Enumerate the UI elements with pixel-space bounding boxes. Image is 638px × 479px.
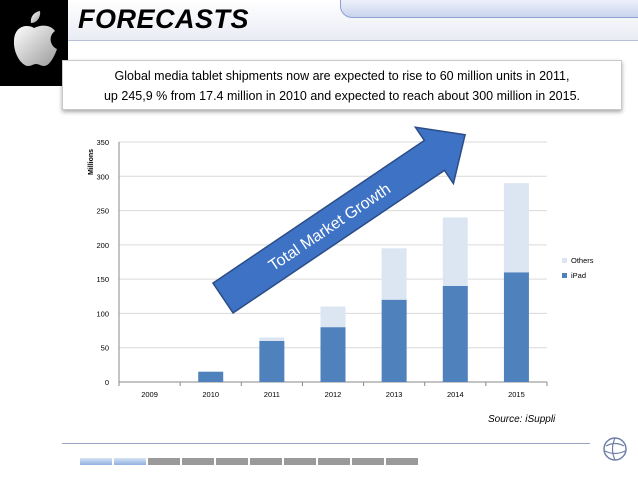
logo-panel (0, 0, 68, 86)
growth-arrow-shape (211, 126, 466, 314)
subtitle-box: Global media tablet shipments now are ex… (62, 60, 622, 110)
x-tick-label: 2012 (325, 390, 342, 399)
footer-block (148, 458, 180, 465)
footer-blocks (80, 458, 418, 465)
bar-ipad (381, 299, 407, 382)
y-tick-label: 0 (105, 378, 109, 387)
subtitle-line-2: up 245,9 % from 17.4 million in 2010 and… (103, 89, 580, 103)
x-tick-label: 2015 (508, 390, 525, 399)
bar-others (442, 217, 468, 286)
legend-swatch-ipad (562, 273, 567, 278)
bar-others (381, 248, 407, 300)
bar-ipad (503, 272, 529, 382)
footer-divider (62, 443, 590, 444)
x-tick-label: 2013 (386, 390, 403, 399)
footer-block (114, 458, 146, 465)
bar-others (503, 183, 529, 273)
x-tick-label: 2010 (202, 390, 219, 399)
y-axis-label: Millions (88, 149, 95, 175)
y-tick-label: 250 (96, 207, 109, 216)
y-tick-label: 200 (96, 241, 109, 250)
globe-logo-icon (603, 437, 627, 461)
footer-block (386, 458, 418, 465)
bar-others (320, 306, 346, 328)
bar-ipad (259, 340, 285, 382)
y-tick-label: 50 (101, 344, 109, 353)
x-tick-label: 2014 (447, 390, 464, 399)
x-tick-label: 2009 (141, 390, 158, 399)
legend-label-ipad: iPad (571, 271, 586, 280)
growth-arrow: Total Market Growth (211, 126, 466, 314)
subtitle-line-1: Global media tablet shipments now are ex… (114, 69, 570, 83)
footer-block (216, 458, 248, 465)
page-title: FORECASTS (78, 4, 250, 34)
y-tick-label: 350 (96, 138, 109, 147)
apple-logo-icon (13, 11, 57, 67)
y-tick-label: 300 (96, 172, 109, 181)
y-tick-label: 100 (96, 309, 109, 318)
footer-block (182, 458, 214, 465)
legend-label-others: Others (571, 256, 594, 265)
footer-block (352, 458, 384, 465)
footer-block (250, 458, 282, 465)
legend-swatch-others (562, 258, 567, 263)
footer-block (80, 458, 112, 465)
bar-ipad (320, 327, 346, 382)
bar-ipad (198, 371, 224, 382)
bar-ipad (442, 286, 468, 382)
footer-block (284, 458, 316, 465)
y-tick-label: 150 (96, 275, 109, 284)
footer-block (318, 458, 350, 465)
corner-tab (340, 0, 638, 18)
annotation-label: Total Market Growth (266, 181, 394, 275)
x-tick-label: 2011 (264, 390, 280, 399)
bar-others (259, 337, 285, 341)
source-label: Source: iSuppli (488, 414, 556, 425)
